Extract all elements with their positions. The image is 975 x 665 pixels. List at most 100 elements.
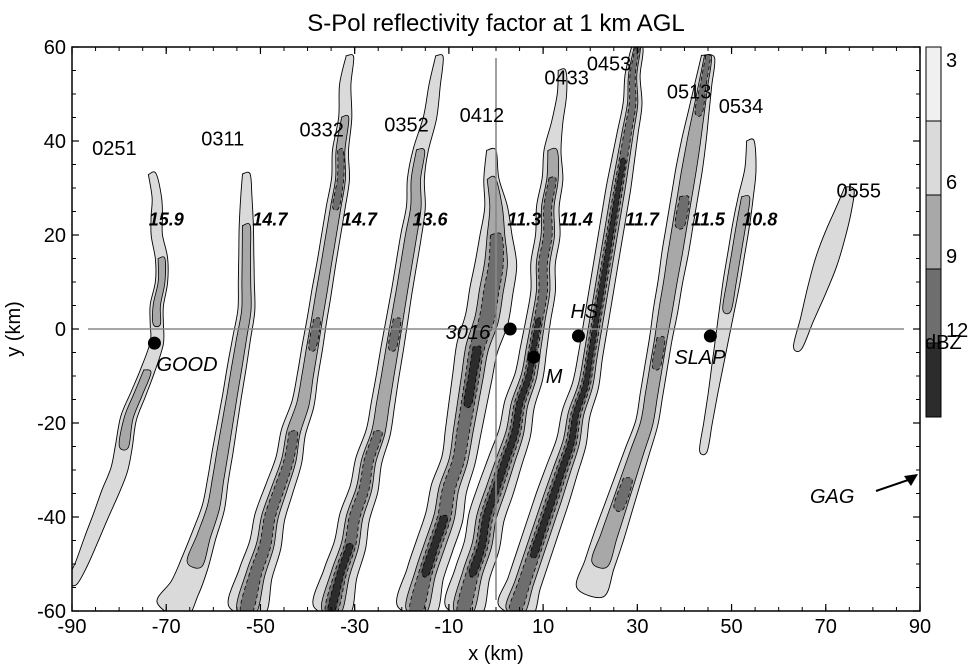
x-tick-label: -10: [434, 616, 463, 638]
y-tick-label: 20: [44, 225, 66, 247]
time-label: 0332: [299, 119, 344, 141]
x-tick-label: -90: [58, 616, 87, 638]
y-tick-label: -20: [37, 413, 66, 435]
contour-3dbz: [227, 54, 355, 611]
colorbar-level: 12: [946, 320, 968, 342]
time-label: 0311: [201, 129, 244, 151]
speed-label: 14.7: [342, 210, 378, 230]
contour-12dbz: [468, 317, 542, 578]
gag-arrow-line: [875, 478, 912, 492]
contour-6dbz: [186, 223, 252, 569]
contour-9dbz: [674, 195, 690, 230]
speed-label: 11.5: [691, 210, 726, 230]
speed-label: 10.8: [742, 210, 777, 230]
contour-12dbz: [421, 514, 449, 578]
contour-6dbz: [321, 148, 426, 611]
site-marker: [571, 329, 585, 343]
contour-6dbz: [505, 47, 641, 611]
reflectivity-band-0555: [793, 186, 855, 352]
gag-arrow-head: [904, 474, 918, 486]
reference-lines: [88, 58, 904, 600]
speed-label: 14.7: [252, 210, 288, 230]
y-tick-label: -40: [37, 507, 66, 529]
contour-6dbz: [152, 256, 166, 328]
time-label: 0453: [587, 54, 632, 76]
contour-9dbz: [332, 147, 345, 211]
time-label: 0534: [719, 96, 764, 118]
speed-label: 11.4: [559, 210, 593, 230]
contour-9dbz: [409, 232, 504, 611]
time-label: 0251: [92, 138, 137, 160]
contour-9dbz: [456, 176, 557, 611]
x-axis-label: x (km): [468, 643, 524, 665]
contour-3dbz: [793, 186, 855, 352]
contour-9dbz: [508, 47, 640, 611]
x-tick-label: -50: [246, 616, 275, 638]
time-label: 0555: [837, 180, 882, 202]
colorbar-box: [925, 46, 942, 122]
contour-9dbz: [239, 430, 299, 611]
colorbar-level: 9: [946, 246, 957, 268]
plot-area: [72, 47, 855, 611]
reflectivity-band-0332: [227, 54, 355, 611]
time-label: 0513: [667, 82, 712, 104]
y-tick-label: -60: [37, 601, 66, 623]
x-tick-label: -30: [340, 616, 369, 638]
speed-label: 15.9: [149, 210, 184, 230]
contour-9dbz: [651, 336, 666, 371]
site-label: HS: [570, 301, 598, 323]
site-marker: [527, 350, 541, 364]
site-label: SLAP: [674, 347, 726, 369]
x-tick-label: 10: [532, 616, 554, 638]
contour-12dbz: [530, 157, 626, 559]
contour-6dbz: [722, 195, 751, 315]
time-label: 0433: [544, 68, 589, 90]
speed-label: 11.3: [507, 210, 541, 230]
x-tick-label: 30: [626, 616, 648, 638]
y-tick-label: 60: [44, 37, 66, 59]
contour-9dbz: [388, 317, 402, 352]
reflectivity-band-0453: [497, 47, 644, 611]
contour-6dbz: [591, 54, 713, 569]
speed-label: 13.6: [413, 210, 449, 230]
site-marker: [147, 336, 161, 350]
y-tick-label: 0: [55, 319, 66, 341]
contour-6dbz: [405, 175, 508, 611]
reflectivity-band-0513: [575, 54, 716, 598]
colorbar-unit: dBZ: [925, 332, 962, 354]
site-marker: [503, 322, 517, 336]
contour-3dbz: [497, 47, 644, 611]
axis-ticks: -90 -70 -50 -30 -10 10 30 50 70 90 -60 -40 -20 0 20 40 6…: [37, 37, 931, 638]
site-label: GOOD: [156, 354, 217, 376]
x-tick-label: -70: [152, 616, 181, 638]
colorbar-box: [925, 342, 942, 418]
contour-9dbz: [694, 54, 711, 117]
reflectivity-band-0433: [444, 68, 568, 611]
y-axis-label: y (km): [3, 301, 25, 357]
time-label: 0352: [384, 115, 429, 137]
contour-6dbz: [118, 369, 152, 451]
y-tick-label: 40: [44, 131, 66, 153]
time-label: 0412: [460, 105, 505, 127]
site-marker: [703, 329, 717, 343]
site-label: 3016: [446, 322, 491, 344]
x-tick-label: 70: [815, 616, 837, 638]
reflectivity-band-0352: [312, 54, 444, 611]
x-tick-label: 50: [720, 616, 742, 638]
colorbar-box: [925, 120, 942, 196]
site-label: M: [546, 366, 563, 388]
contour-9dbz: [613, 477, 633, 512]
speed-label: 11.7: [625, 210, 660, 230]
colorbar-level: 3: [946, 50, 957, 72]
contour-12dbz: [327, 543, 354, 611]
x-tick-label: 90: [909, 616, 931, 638]
reflectivity-band-0412: [396, 147, 518, 611]
chart-title: S-Pol reflectivity factor at 1 km AGL: [307, 10, 684, 37]
colorbar-level: 6: [946, 172, 957, 194]
colorbar-box: [925, 194, 942, 270]
reflectivity-band-0251: [72, 171, 169, 587]
contour-12dbz: [463, 345, 482, 409]
